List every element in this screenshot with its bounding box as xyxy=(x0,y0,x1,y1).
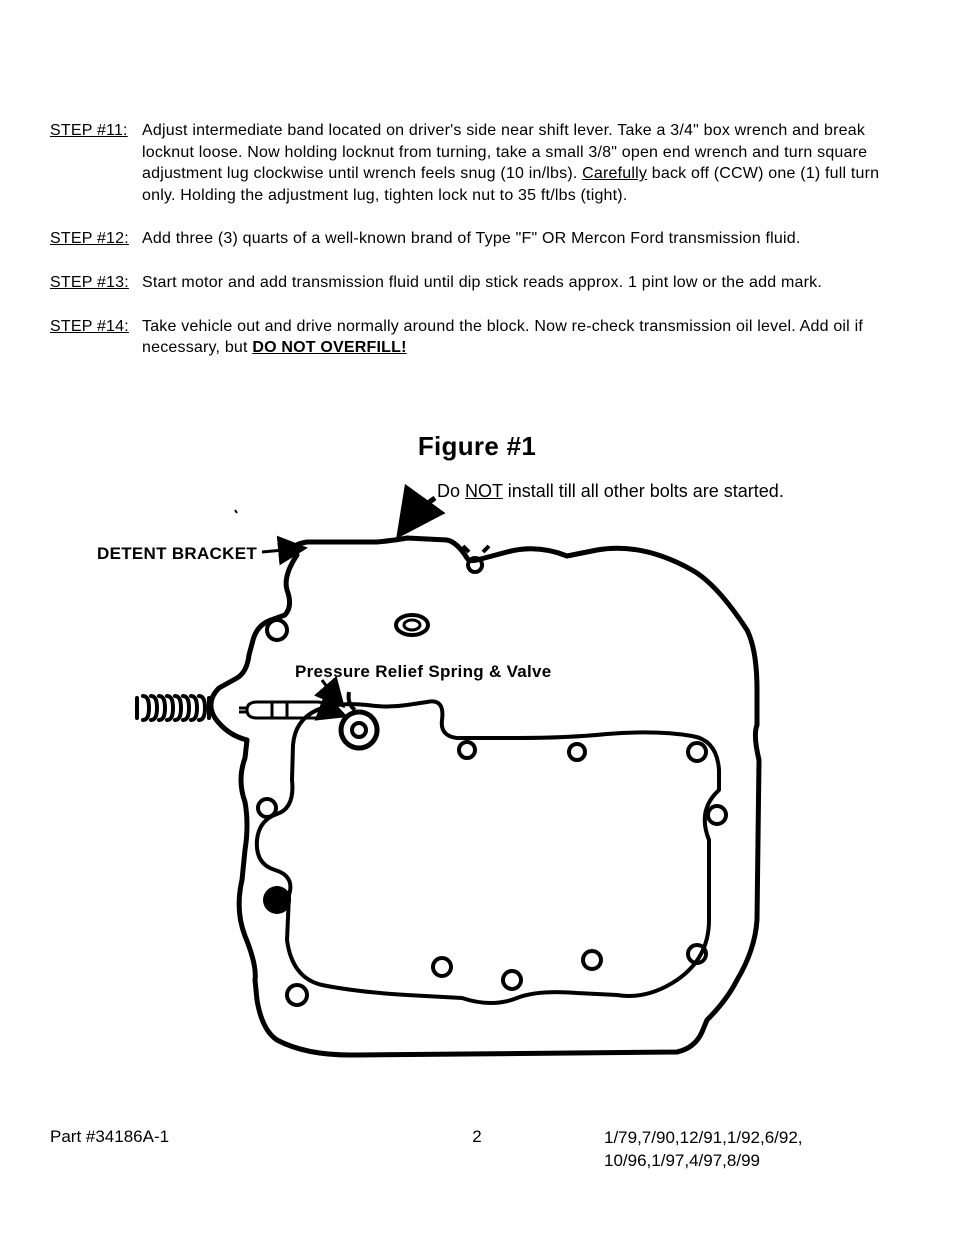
footer-page-number: 2 xyxy=(472,1127,481,1147)
figure-1: Do NOT install till all other bolts are … xyxy=(97,480,857,1080)
step-text: Add three (3) quarts of a well-known bra… xyxy=(142,230,800,247)
step-row: STEP #14:Take vehicle out and drive norm… xyxy=(50,316,904,359)
step-row: STEP #13:Start motor and add transmissio… xyxy=(50,272,904,294)
step-label: STEP #12: xyxy=(50,228,142,250)
step-text: Carefully xyxy=(582,165,647,182)
figure-svg xyxy=(97,480,857,1080)
footer-dates-line1: 1/79,7/90,12/91,1/92,6/92, xyxy=(604,1128,803,1147)
page-footer: Part #34186A-1 2 1/79,7/90,12/91,1/92,6/… xyxy=(50,1127,904,1173)
step-label: STEP #13: xyxy=(50,272,142,294)
step-body: Add three (3) quarts of a well-known bra… xyxy=(142,228,904,250)
figure-title: Figure #1 xyxy=(50,431,904,462)
step-row: STEP #12:Add three (3) quarts of a well-… xyxy=(50,228,904,250)
step-body: Take vehicle out and drive normally arou… xyxy=(142,316,904,359)
document-page: STEP #11:Adjust intermediate band locate… xyxy=(0,0,954,1235)
step-body: Start motor and add transmission fluid u… xyxy=(142,272,904,294)
step-label: STEP #11: xyxy=(50,120,142,206)
footer-part-number: Part #34186A-1 xyxy=(50,1127,169,1173)
step-text: Take vehicle out and drive normally arou… xyxy=(142,318,863,357)
step-text: Start motor and add transmission fluid u… xyxy=(142,274,822,291)
step-row: STEP #11:Adjust intermediate band locate… xyxy=(50,120,904,206)
step-label: STEP #14: xyxy=(50,316,142,359)
step-text: DO NOT OVERFILL! xyxy=(252,339,406,356)
footer-dates: 1/79,7/90,12/91,1/92,6/92, 10/96,1/97,4/… xyxy=(604,1127,904,1173)
steps-list: STEP #11:Adjust intermediate band locate… xyxy=(50,120,904,359)
step-body: Adjust intermediate band located on driv… xyxy=(142,120,904,206)
footer-dates-line2: 10/96,1/97,4/97,8/99 xyxy=(604,1151,760,1170)
